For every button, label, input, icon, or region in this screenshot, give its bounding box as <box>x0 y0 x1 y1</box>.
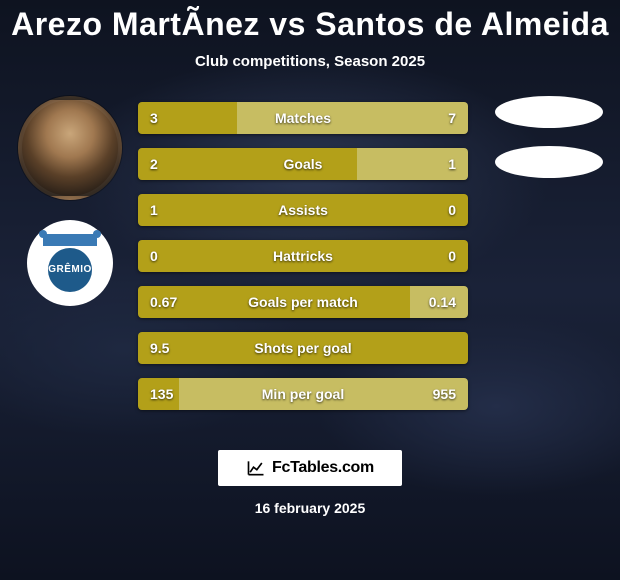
bar-left-value: 1 <box>150 202 158 218</box>
bar-metric-label: Hattricks <box>273 248 333 264</box>
comparison-chart: GRÊMIO 3 7 Matches 2 1 Goals 1 0 Assists 0 0 Hattri… <box>0 102 620 422</box>
bar-left-value: 9.5 <box>150 340 169 356</box>
player2-photo-placeholder <box>495 96 603 128</box>
bar-left-value: 0 <box>150 248 158 264</box>
player1-photo <box>18 96 122 200</box>
bar-right-value: 955 <box>433 386 456 402</box>
bar-row: 2 1 Goals <box>138 148 468 180</box>
left-player-column: GRÊMIO <box>10 102 130 306</box>
brand-text: FcTables.com <box>272 459 374 477</box>
bar-metric-label: Goals per match <box>248 294 358 310</box>
page-subtitle: Club competitions, Season 2025 <box>195 53 425 70</box>
footer: FcTables.com 16 february 2025 <box>218 450 402 516</box>
brand-chart-icon <box>246 458 266 478</box>
bar-right-value: 0 <box>448 248 456 264</box>
bar-row: 3 7 Matches <box>138 102 468 134</box>
bar-left-value: 135 <box>150 386 173 402</box>
bar-right-segment <box>237 102 468 134</box>
bar-left-value: 0.67 <box>150 294 177 310</box>
bar-metric-label: Min per goal <box>262 386 344 402</box>
bars-container: 3 7 Matches 2 1 Goals 1 0 Assists 0 0 Hattricks 0.67… <box>138 102 468 410</box>
content-wrap: Arezo MartÃnez vs Santos de Almeida Club… <box>0 0 620 580</box>
right-player-column <box>492 96 606 178</box>
page-title: Arezo MartÃnez vs Santos de Almeida <box>11 6 609 43</box>
bar-right-value: 1 <box>448 156 456 172</box>
brand-badge: FcTables.com <box>218 450 402 486</box>
bar-row: 1 0 Assists <box>138 194 468 226</box>
player1-club-crest: GRÊMIO <box>27 220 113 306</box>
bar-row: 0 0 Hattricks <box>138 240 468 272</box>
bar-right-value: 0 <box>448 202 456 218</box>
footer-date: 16 february 2025 <box>255 500 366 516</box>
bar-row: 9.5 Shots per goal <box>138 332 468 364</box>
crest-label: GRÊMIO <box>48 265 92 275</box>
bar-right-value: 7 <box>448 110 456 126</box>
bar-left-value: 2 <box>150 156 158 172</box>
bar-metric-label: Matches <box>275 110 331 126</box>
bar-left-value: 3 <box>150 110 158 126</box>
player2-club-crest-placeholder <box>495 146 603 178</box>
bar-right-value: 0.14 <box>429 294 456 310</box>
bar-metric-label: Shots per goal <box>254 340 351 356</box>
bar-row: 135 955 Min per goal <box>138 378 468 410</box>
bar-row: 0.67 0.14 Goals per match <box>138 286 468 318</box>
bar-metric-label: Goals <box>284 156 323 172</box>
bar-left-segment <box>138 148 357 180</box>
bar-metric-label: Assists <box>278 202 328 218</box>
